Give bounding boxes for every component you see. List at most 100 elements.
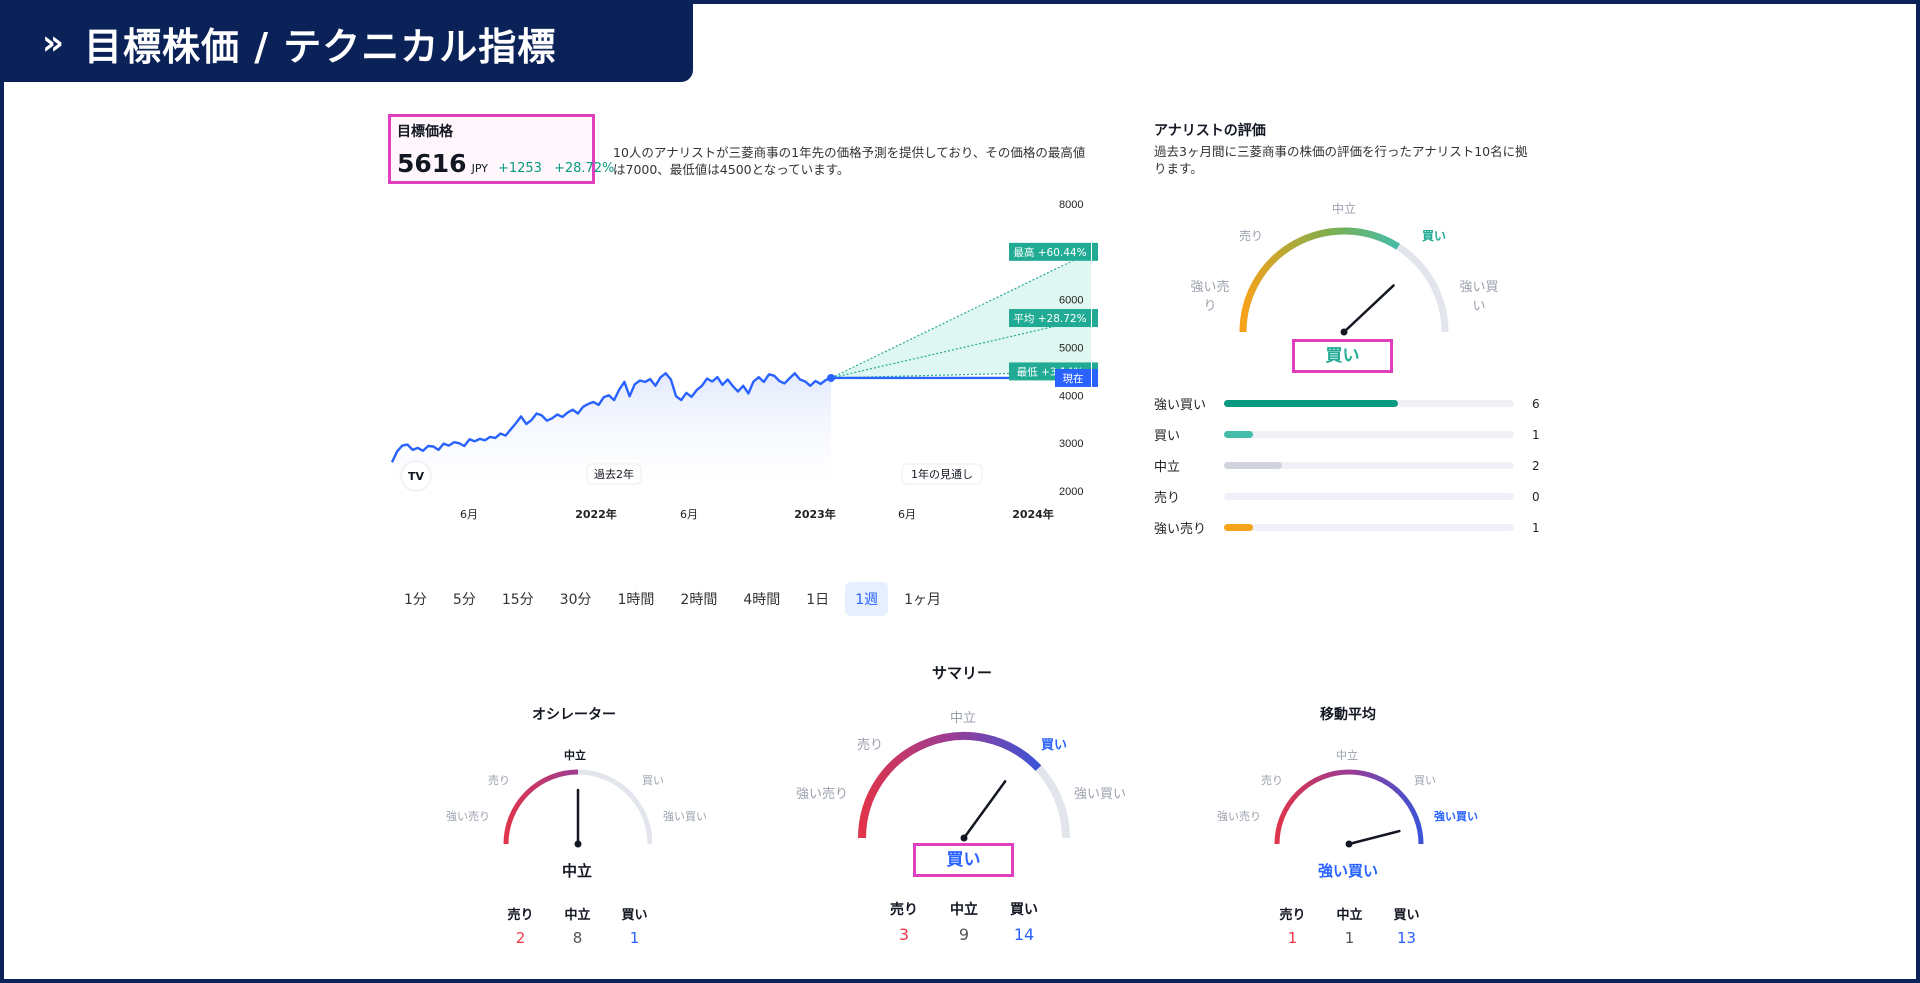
oscillator-title: オシレーター [532,707,616,723]
rating-label: 売り [1154,491,1181,506]
timeframe-button[interactable]: 30分 [559,592,592,608]
rating-row: 中立 2 [1154,456,1552,476]
x-tick-label: 6月 [680,508,698,521]
moving-average-gauge-needle [1347,829,1401,846]
rating-count: 6 [1532,396,1540,411]
tradingview-logo-icon[interactable] [400,460,432,492]
forecast-line-high [830,251,1092,379]
timeframe-bar: 1分 5分 15分 30分 1時間 2時間 4時間 1日 1週 1ヶ月 [394,582,957,616]
count-head: 売り [890,902,918,918]
period-past-chip [586,463,642,485]
moving-average-counts: 売り 1 中立 1 買い 13 [1264,904,1435,947]
summary-gauge [858,732,1070,842]
timeframe-button[interactable]: 1日 [806,592,830,608]
y-tick-label: 8000 [1059,199,1083,211]
double-chevron-icon: » [42,23,64,63]
target-price-currency: JPY [471,162,488,175]
forecast-value-badge-high [1092,242,1098,261]
count-head: 売り [507,908,534,923]
analyst-verdict: 買い [1292,339,1393,373]
moving-average-verdict: 強い買い [1318,862,1379,880]
target-price-change: +1253 [497,161,542,176]
moving-average-gauge-fill [1274,769,1424,845]
timeframe-button[interactable]: 1時間 [617,592,655,608]
forecast-chart[interactable]: 2000 3000 4000 5000 6000 8000 6月 2022年 6月 2023年 6… [388,194,1098,524]
forecast-value-badge-avg [1092,309,1098,328]
ma-label-buy: 買い [1414,774,1436,787]
buy-count: 14 [1013,925,1035,944]
rating-row: 買い 1 [1154,425,1552,445]
slide: » 目標株価 / テクニカル指標 目標価格 5616 JPY +1253 +28… [4,4,1916,979]
forecast-badge-label: 平均 +28.72% [1013,313,1086,325]
history-area [392,373,831,491]
ma-label-strong-sell: 強い売り [1217,810,1261,823]
moving-average-gauge [1274,769,1424,848]
gauge-label-strong-buy: 強い買い [1459,280,1499,314]
summary-verdict: 買い [913,843,1014,877]
moving-average-title: 移動平均 [1320,707,1376,723]
rating-bar [1224,431,1514,438]
timeframe-button[interactable]: 1分 [404,592,427,608]
logo-text: TV [408,470,425,483]
period-future-chip [901,463,983,485]
y-tick-label: 4000 [1059,390,1083,402]
rating-label: 強い売り [1154,522,1207,537]
y-tick-label: 2000 [1059,486,1083,498]
neutral-count: 1 [1344,929,1355,947]
summary-counts: 売り 3 中立 9 買い 14 [874,899,1054,944]
forecast-badge-label: 現在 [1063,373,1084,385]
osc-label-buy: 買い [642,774,664,787]
rating-row: 強い売り 1 [1154,518,1552,538]
period-future-label: 1年の見通し [911,467,973,481]
osc-label-strong-sell: 強い売り [446,810,490,823]
forecast-description: 10人のアナリストが三菱商事の1年先の価格予測を提供しており、その価格の最高値は… [613,145,1086,177]
sum-label-buy: 買い [1041,738,1068,753]
timeframe-button[interactable]: 5分 [452,592,476,608]
sell-count: 3 [898,925,910,944]
analyst-gauge-needle [1342,284,1395,334]
rating-bar [1224,493,1514,500]
y-tick-label: 6000 [1059,295,1083,307]
price-line [390,372,832,463]
forecast-badge-avg [1009,309,1091,328]
analyst-title: アナリストの評価 [1154,123,1266,139]
osc-label-strong-buy: 強い買い [663,810,707,823]
sell-count: 2 [515,929,526,947]
target-price-box: 目標価格 5616 JPY +1253 +28.72% [388,114,614,184]
target-price-change-pct: +28.72% [553,161,615,176]
y-tick-label: 5000 [1059,343,1083,355]
sum-label-sell: 売り [857,738,884,753]
count-head: 売り [1279,908,1306,923]
period-past-label: 過去2年 [594,467,634,481]
oscillator-counts: 売り 2 中立 8 買い 1 [492,904,663,947]
forecast-value-badge-current [1092,368,1098,387]
timeframe-button[interactable]: 1週 [845,582,889,616]
ma-label-strong-buy: 強い買い [1434,810,1478,823]
rating-count: 1 [1532,427,1540,442]
rating-bar-fill [1224,431,1253,438]
count-head: 中立 [950,902,978,918]
summary-gauge-track [858,732,1070,839]
rating-bar [1224,462,1514,469]
count-head: 中立 [564,908,591,923]
sum-label-strong-buy: 強い買い [1074,787,1127,802]
analyst-gauge-needle-pivot [1340,328,1348,336]
sell-count: 1 [1287,929,1298,947]
target-price-title: 目標価格 [397,124,453,140]
timeframe-button[interactable]: 4時間 [743,592,781,608]
osc-label-sell: 売り [488,774,510,787]
timeframe-button[interactable]: 1ヶ月 [904,592,942,608]
rating-count: 0 [1532,489,1540,504]
moving-average-gauge-needle-pivot [1345,840,1353,848]
timeframe-button[interactable]: 2時間 [680,592,718,608]
y-tick-label: 3000 [1059,438,1083,450]
count-head: 中立 [1336,908,1363,923]
oscillator-gauge-fill [503,769,579,845]
buy-count: 13 [1396,929,1417,947]
oscillator-gauge-needle-pivot [574,840,582,848]
analyst-gauge-track [1239,227,1449,333]
rating-bar-fill [1224,400,1398,407]
gauge-label-sell: 売り [1239,229,1264,243]
rating-label: 強い買い [1154,398,1207,413]
timeframe-button[interactable]: 15分 [501,592,534,608]
